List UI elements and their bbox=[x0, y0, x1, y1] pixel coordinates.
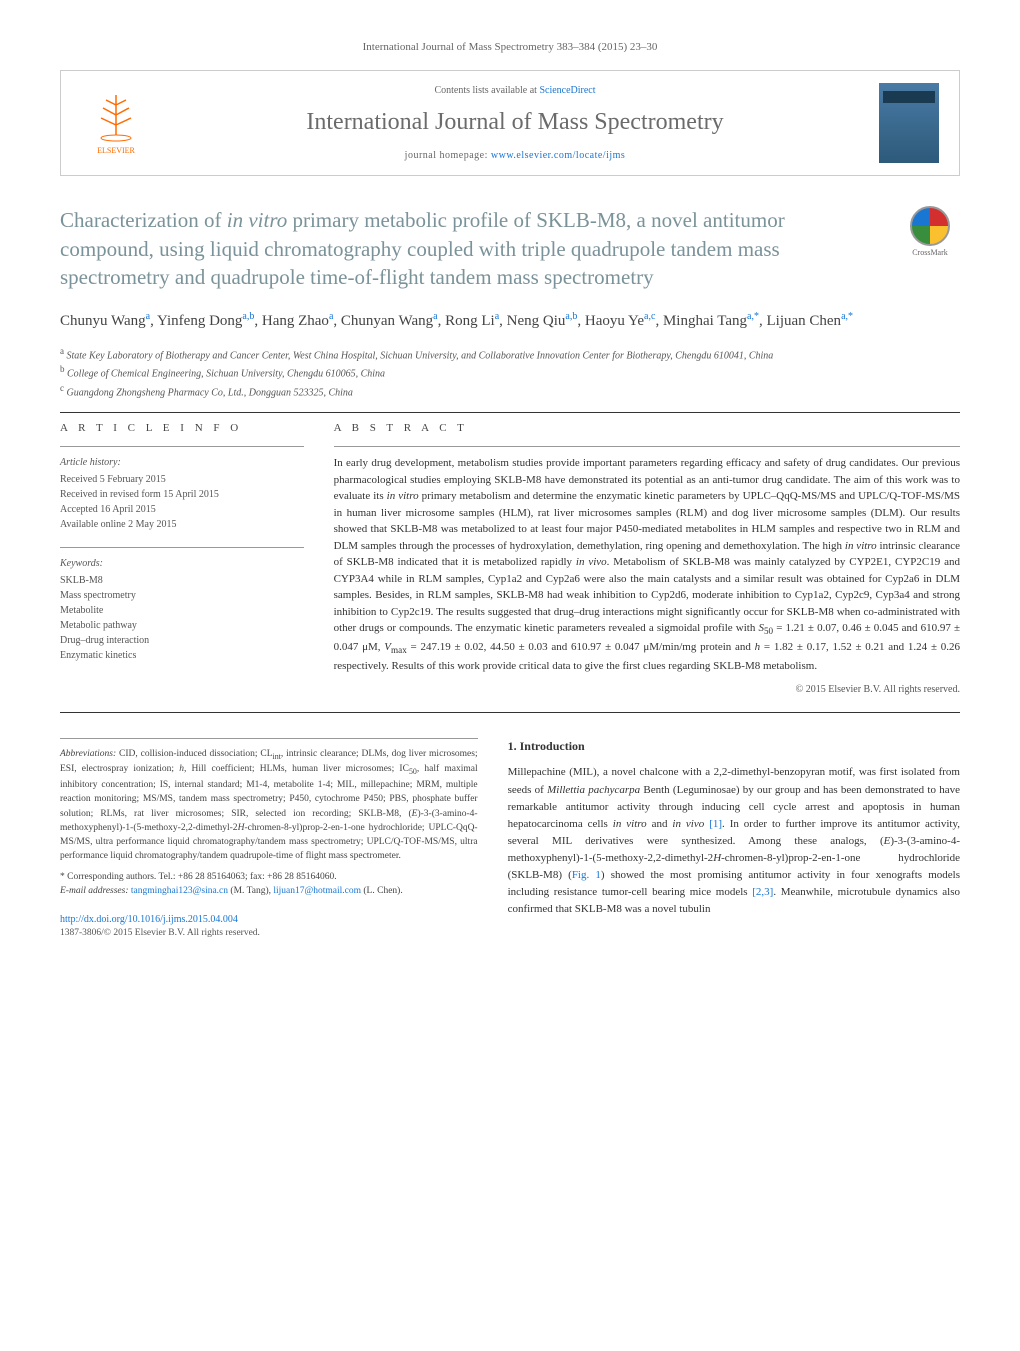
affiliation-line: b College of Chemical Engineering, Sichu… bbox=[60, 363, 960, 381]
crossmark-icon bbox=[910, 206, 950, 246]
corresponding-note: * Corresponding authors. Tel.: +86 28 85… bbox=[60, 870, 478, 884]
article-info-col: a r t i c l e i n f o Article history: R… bbox=[60, 421, 304, 697]
keyword-line: Metabolite bbox=[60, 603, 304, 618]
email-line: E-mail addresses: tangminghai123@sina.cn… bbox=[60, 884, 478, 898]
journal-center: Contents lists available at ScienceDirec… bbox=[151, 84, 879, 164]
sciencedirect-link[interactable]: ScienceDirect bbox=[539, 85, 595, 96]
abstract-col: a b s t r a c t In early drug developmen… bbox=[334, 421, 960, 697]
crossmark-label: CrossMark bbox=[912, 248, 948, 259]
doi-block: http://dx.doi.org/10.1016/j.ijms.2015.04… bbox=[60, 913, 478, 940]
elsevier-logo[interactable]: ELSEVIER bbox=[81, 83, 151, 163]
article-title: Characterization of in vitro primary met… bbox=[60, 206, 960, 291]
affiliations: a State Key Laboratory of Biotherapy and… bbox=[60, 345, 960, 413]
keyword-line: Enzymatic kinetics bbox=[60, 648, 304, 663]
abstract-copyright: © 2015 Elsevier B.V. All rights reserved… bbox=[334, 683, 960, 697]
elsevier-label: ELSEVIER bbox=[97, 145, 135, 156]
keyword-line: Mass spectrometry bbox=[60, 588, 304, 603]
footnotes-col: Abbreviations: CID, collision-induced di… bbox=[60, 738, 478, 941]
intro-text: Millepachine (MIL), a novel chalcone wit… bbox=[508, 764, 960, 917]
abstract-heading: a b s t r a c t bbox=[334, 421, 960, 436]
article-title-text: Characterization of in vitro primary met… bbox=[60, 208, 785, 289]
doi-link[interactable]: http://dx.doi.org/10.1016/j.ijms.2015.04… bbox=[60, 914, 238, 925]
homepage-link[interactable]: www.elsevier.com/locate/ijms bbox=[491, 150, 625, 161]
affiliation-line: c Guangdong Zhongsheng Pharmacy Co, Ltd.… bbox=[60, 382, 960, 400]
citation-text: International Journal of Mass Spectromet… bbox=[363, 41, 658, 53]
history-line: Accepted 16 April 2015 bbox=[60, 502, 304, 517]
contents-line: Contents lists available at ScienceDirec… bbox=[151, 84, 879, 98]
history-line: Received in revised form 15 April 2015 bbox=[60, 487, 304, 502]
email-link-2[interactable]: lijuan17@hotmail.com bbox=[273, 886, 361, 896]
history-line: Available online 2 May 2015 bbox=[60, 517, 304, 532]
abbrev-text: CID, collision-induced dissociation; CLi… bbox=[60, 749, 478, 862]
article-info-heading: a r t i c l e i n f o bbox=[60, 421, 304, 436]
history-line: Received 5 February 2015 bbox=[60, 472, 304, 487]
citation-header: International Journal of Mass Spectromet… bbox=[60, 40, 960, 55]
history-label: Article history: bbox=[60, 455, 304, 470]
history-block: Article history: Received 5 February 201… bbox=[60, 446, 304, 532]
abbrev-label: Abbreviations: bbox=[60, 749, 116, 759]
intro-col: 1. Introduction Millepachine (MIL), a no… bbox=[508, 738, 960, 941]
intro-heading: 1. Introduction bbox=[508, 738, 960, 755]
authors-line: Chunyu Wanga, Yinfeng Donga,b, Hang Zhao… bbox=[60, 309, 960, 333]
body-columns: Abbreviations: CID, collision-induced di… bbox=[60, 738, 960, 941]
affiliation-line: a State Key Laboratory of Biotherapy and… bbox=[60, 345, 960, 363]
keyword-line: Drug–drug interaction bbox=[60, 633, 304, 648]
journal-title: International Journal of Mass Spectromet… bbox=[151, 106, 879, 140]
keyword-line: SKLB-M8 bbox=[60, 573, 304, 588]
issn-copyright: 1387-3806/© 2015 Elsevier B.V. All right… bbox=[60, 927, 478, 940]
keyword-line: Metabolic pathway bbox=[60, 618, 304, 633]
elsevier-tree-icon bbox=[91, 90, 141, 145]
email-link-1[interactable]: tangminghai123@sina.cn bbox=[131, 886, 228, 896]
abstract-text: In early drug development, metabolism st… bbox=[334, 446, 960, 674]
journal-header-box: ELSEVIER Contents lists available at Sci… bbox=[60, 70, 960, 176]
keywords-block: Keywords: SKLB-M8Mass spectrometryMetabo… bbox=[60, 547, 304, 663]
abbreviations-block: Abbreviations: CID, collision-induced di… bbox=[60, 738, 478, 899]
crossmark-badge[interactable]: CrossMark bbox=[900, 206, 960, 266]
keywords-label: Keywords: bbox=[60, 556, 304, 571]
homepage-line: journal homepage: www.elsevier.com/locat… bbox=[151, 149, 879, 163]
info-abstract-row: a r t i c l e i n f o Article history: R… bbox=[60, 421, 960, 713]
journal-cover-thumb bbox=[879, 83, 939, 163]
